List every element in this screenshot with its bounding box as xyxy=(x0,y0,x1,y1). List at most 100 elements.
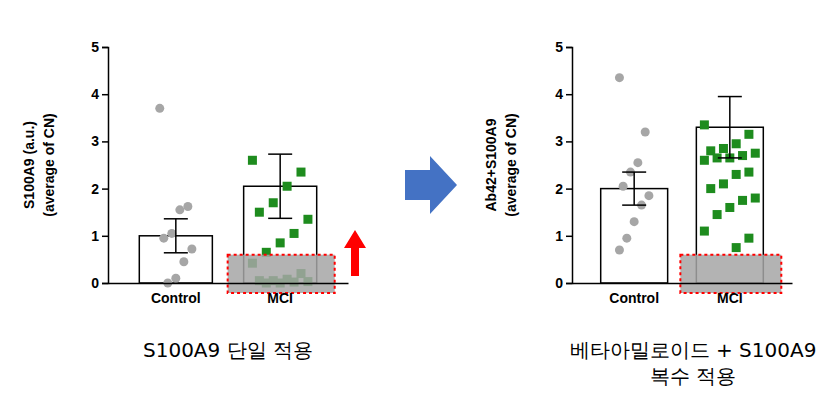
tick: 2 xyxy=(91,181,108,197)
tick-label: 2 xyxy=(91,181,99,197)
point xyxy=(171,274,180,283)
tick-label: Control xyxy=(609,290,659,306)
point xyxy=(248,156,257,165)
tick: 0 xyxy=(91,275,108,291)
point xyxy=(303,215,312,224)
point xyxy=(159,234,168,243)
tick-mark xyxy=(102,141,108,143)
error-cap xyxy=(268,218,292,220)
error-cap xyxy=(164,252,188,254)
tick: 3 xyxy=(91,133,108,149)
error-line xyxy=(175,219,177,253)
error-cap xyxy=(164,218,188,220)
tick: 1 xyxy=(91,228,108,244)
caption: 베타아밀로이드 + S100A9 xyxy=(570,338,817,362)
point xyxy=(269,198,278,207)
tick: Control xyxy=(151,283,201,306)
axis-line xyxy=(573,283,793,285)
caption: S100A9 단일 적용 xyxy=(143,338,313,362)
error-cap xyxy=(622,204,646,206)
tick-mark xyxy=(566,188,572,190)
point xyxy=(283,182,292,191)
tick-label: 3 xyxy=(91,133,99,149)
y-label: S100A9 (a.u.) xyxy=(21,121,37,209)
tick-mark xyxy=(102,188,108,190)
point xyxy=(751,149,760,158)
point xyxy=(719,144,728,153)
y-label: (average of CN) xyxy=(41,113,57,216)
point xyxy=(732,170,741,179)
error-bar xyxy=(718,97,742,158)
point xyxy=(719,179,728,188)
point xyxy=(167,229,176,238)
point xyxy=(633,158,642,167)
point xyxy=(713,210,722,219)
arrow xyxy=(405,156,457,214)
error-bar xyxy=(622,172,646,205)
point xyxy=(183,202,192,211)
y-axis: 0 1 2 3 4 5 xyxy=(555,39,572,291)
tick-label: 2 xyxy=(555,181,563,197)
arrow xyxy=(344,230,366,276)
tick-label: 5 xyxy=(555,39,563,55)
tick: 4 xyxy=(555,86,572,102)
point xyxy=(725,203,734,212)
tick-label: 1 xyxy=(91,228,99,244)
tick-mark xyxy=(102,47,108,49)
panel: 0 1 2 3 4 5 Control MCI Ab42+S100A9(average of C… xyxy=(483,39,816,388)
point xyxy=(622,234,631,243)
tick: MCI xyxy=(717,283,743,306)
point xyxy=(744,234,753,243)
tick-mark xyxy=(102,236,108,238)
point xyxy=(255,208,264,217)
error-cap xyxy=(622,171,646,173)
tick-label: 3 xyxy=(555,133,563,149)
axis-line xyxy=(102,48,109,284)
point xyxy=(276,238,285,247)
tick-mark xyxy=(566,141,572,143)
point xyxy=(619,182,628,191)
y-label: (average of CN) xyxy=(503,113,519,216)
point xyxy=(296,168,305,177)
tick: MCI xyxy=(267,283,293,306)
tick-mark xyxy=(102,94,108,96)
tick: 3 xyxy=(555,133,572,149)
tick-label: 1 xyxy=(555,228,563,244)
tick: 5 xyxy=(91,39,108,55)
error-line xyxy=(729,97,731,158)
point xyxy=(700,156,709,165)
point xyxy=(615,73,624,82)
plot-area xyxy=(601,73,764,283)
tick-label: 0 xyxy=(555,275,563,291)
tick: 4 xyxy=(91,86,108,102)
point xyxy=(155,104,164,113)
tick: Control xyxy=(609,283,659,306)
x-axis: Control MCI xyxy=(109,283,349,306)
point xyxy=(290,229,299,238)
point xyxy=(732,243,741,252)
error-line xyxy=(633,172,635,205)
tick-mark xyxy=(566,47,572,49)
point xyxy=(615,245,624,254)
y-label: Ab42+S100A9 xyxy=(483,118,499,211)
y-axis: 0 1 2 3 4 5 xyxy=(91,39,108,291)
point xyxy=(641,127,650,136)
point xyxy=(751,194,760,203)
error-cap xyxy=(268,153,292,155)
point xyxy=(706,184,715,193)
point xyxy=(700,227,709,236)
point xyxy=(630,217,639,226)
highlight xyxy=(680,255,781,293)
tick: 5 xyxy=(555,39,572,55)
error-cap xyxy=(718,157,742,159)
point xyxy=(738,151,747,160)
error-cap xyxy=(718,96,742,98)
caption: 복수 적용 xyxy=(650,364,736,388)
tick-label: 4 xyxy=(555,86,563,102)
tick-label: MCI xyxy=(267,290,293,306)
tick: 1 xyxy=(555,228,572,244)
point xyxy=(175,205,184,214)
error-bar xyxy=(164,219,188,253)
point xyxy=(187,245,196,254)
x-axis: Control MCI xyxy=(573,283,793,306)
